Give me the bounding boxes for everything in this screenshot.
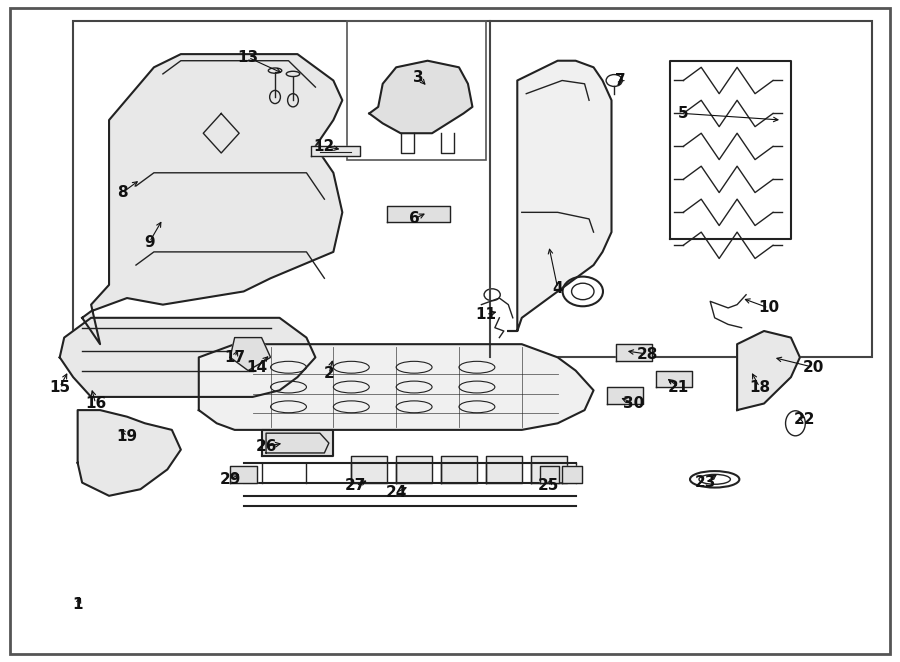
Text: 24: 24 [385, 485, 407, 500]
Text: 17: 17 [224, 350, 245, 365]
Text: 28: 28 [636, 347, 658, 361]
Polygon shape [607, 387, 643, 404]
Text: 29: 29 [220, 472, 241, 487]
Polygon shape [540, 466, 560, 483]
Text: 22: 22 [794, 412, 815, 428]
Text: 14: 14 [247, 359, 267, 375]
Polygon shape [369, 61, 473, 133]
Polygon shape [737, 331, 800, 410]
Polygon shape [486, 456, 522, 483]
Text: 21: 21 [668, 379, 689, 395]
Polygon shape [351, 456, 387, 483]
Text: 19: 19 [116, 429, 138, 444]
Text: 23: 23 [695, 475, 716, 490]
Polygon shape [230, 466, 257, 483]
Polygon shape [441, 456, 477, 483]
Text: 10: 10 [758, 301, 779, 315]
Polygon shape [562, 466, 582, 483]
Text: 25: 25 [538, 479, 560, 493]
Text: 18: 18 [749, 379, 770, 395]
Polygon shape [262, 430, 333, 456]
Text: 1: 1 [72, 597, 83, 612]
Polygon shape [387, 206, 450, 222]
Polygon shape [310, 146, 360, 156]
Text: 30: 30 [624, 396, 644, 411]
Polygon shape [77, 410, 181, 496]
Polygon shape [266, 433, 328, 453]
Text: 26: 26 [256, 439, 277, 454]
Text: 4: 4 [553, 281, 563, 296]
Text: 13: 13 [238, 50, 258, 65]
Polygon shape [616, 344, 652, 361]
Polygon shape [82, 54, 342, 344]
Text: 12: 12 [314, 139, 335, 154]
Text: 7: 7 [616, 73, 625, 88]
Text: 20: 20 [803, 359, 824, 375]
Text: 27: 27 [345, 479, 366, 493]
Text: 15: 15 [50, 379, 70, 395]
Text: 3: 3 [413, 70, 424, 85]
Text: 6: 6 [409, 211, 419, 226]
Polygon shape [59, 318, 315, 397]
Polygon shape [531, 456, 567, 483]
Text: 8: 8 [117, 185, 128, 200]
Polygon shape [199, 344, 594, 430]
Text: 16: 16 [85, 396, 106, 411]
Text: 11: 11 [475, 307, 497, 322]
Polygon shape [230, 338, 271, 371]
Polygon shape [508, 61, 611, 331]
Polygon shape [656, 371, 692, 387]
Text: 5: 5 [678, 106, 688, 121]
Polygon shape [396, 456, 432, 483]
Text: 9: 9 [144, 234, 155, 250]
Text: 2: 2 [323, 366, 334, 381]
